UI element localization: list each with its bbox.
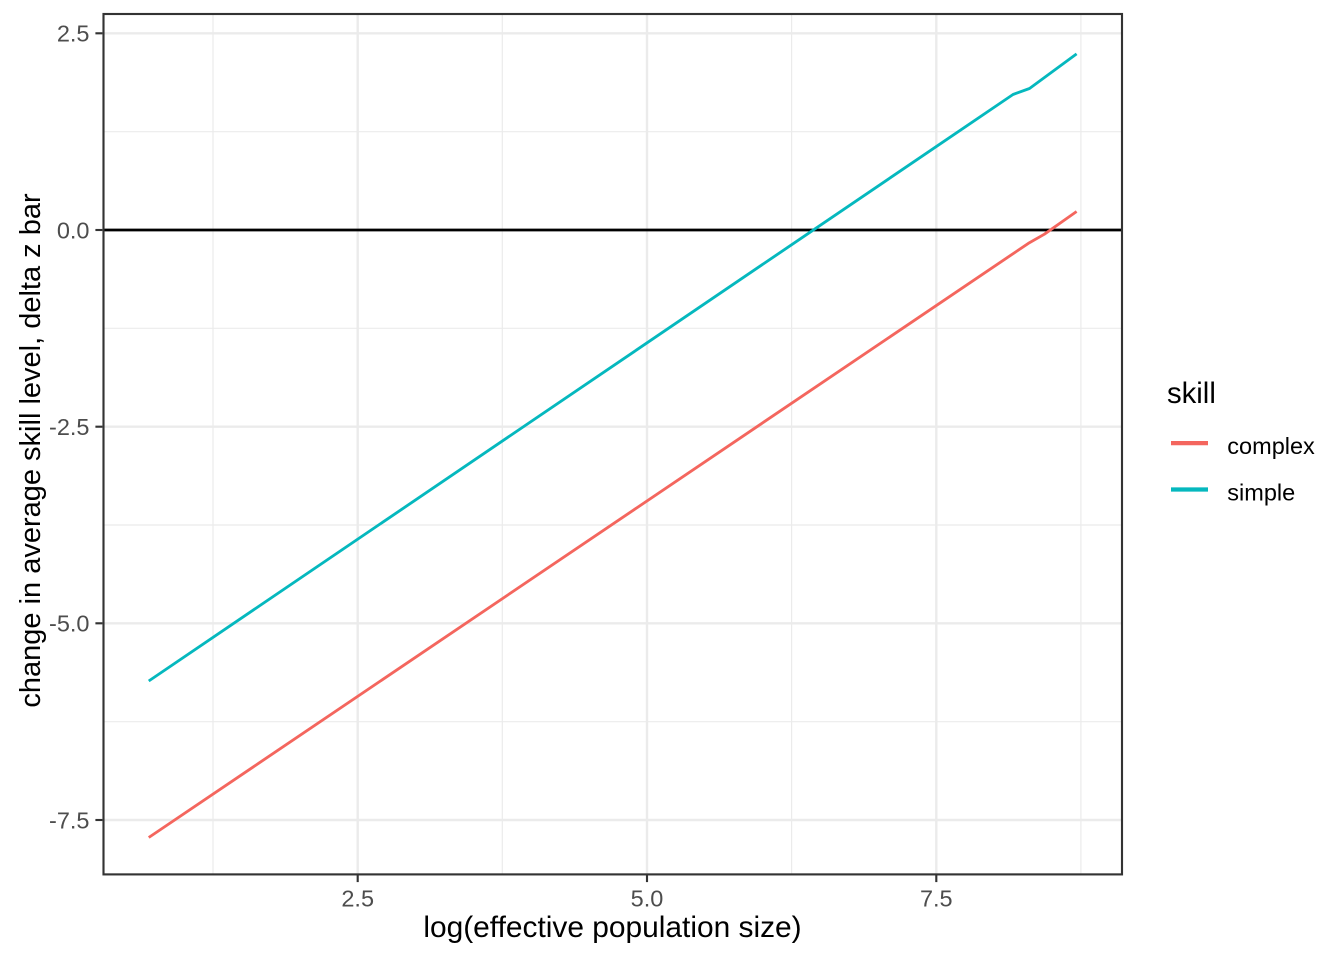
svg-text:change in average skill level,: change in average skill level, delta z b… xyxy=(15,193,47,708)
svg-text:-2.5: -2.5 xyxy=(49,414,90,440)
svg-text:-7.5: -7.5 xyxy=(49,807,90,833)
svg-text:-5.0: -5.0 xyxy=(49,611,90,637)
svg-text:5.0: 5.0 xyxy=(631,886,664,912)
svg-text:2.5: 2.5 xyxy=(341,886,374,912)
svg-text:log(effective population size): log(effective population size) xyxy=(423,911,801,944)
svg-text:7.5: 7.5 xyxy=(920,886,953,912)
svg-text:simple: simple xyxy=(1227,480,1295,506)
svg-text:skill: skill xyxy=(1167,377,1216,410)
svg-text:0.0: 0.0 xyxy=(57,217,90,243)
svg-text:2.5: 2.5 xyxy=(57,21,90,47)
svg-text:complex: complex xyxy=(1227,433,1315,459)
